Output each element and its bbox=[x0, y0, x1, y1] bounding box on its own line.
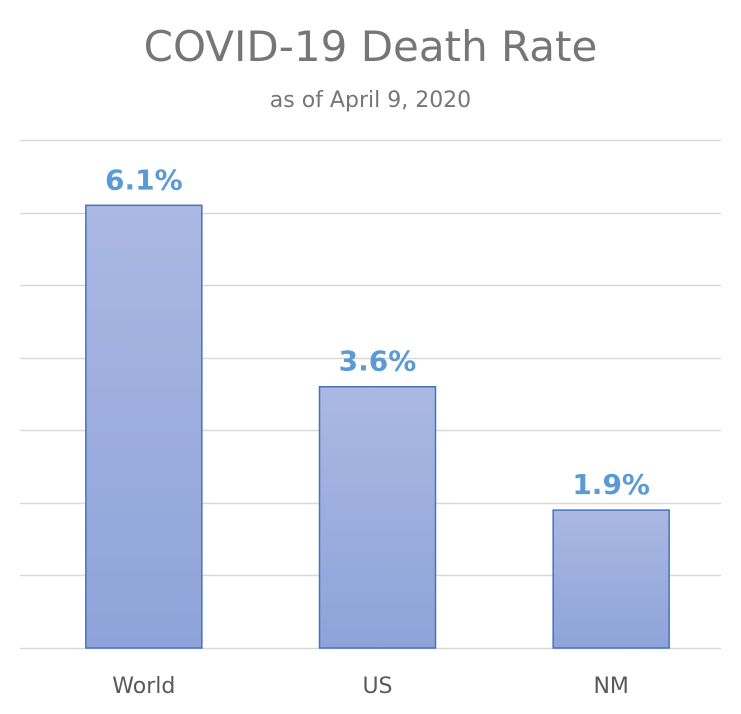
category-label-us: US bbox=[362, 674, 392, 699]
data-label-nm: 1.9% bbox=[572, 468, 650, 501]
data-label-world: 6.1% bbox=[105, 163, 183, 196]
bar-us bbox=[318, 385, 437, 649]
bar-world bbox=[85, 204, 203, 649]
chart-subtitle: as of April 9, 2020 bbox=[269, 88, 472, 113]
chart-title: COVID-19 Death Rate bbox=[143, 22, 598, 71]
category-label-world: World bbox=[112, 674, 175, 699]
category-labels: World US NM bbox=[112, 674, 629, 699]
data-label-us: 3.6% bbox=[339, 345, 417, 378]
data-labels: 6.1% 3.6% 1.9% bbox=[105, 163, 650, 501]
bar-nm bbox=[552, 509, 670, 649]
bars bbox=[85, 204, 670, 649]
category-label-nm: NM bbox=[593, 674, 628, 699]
